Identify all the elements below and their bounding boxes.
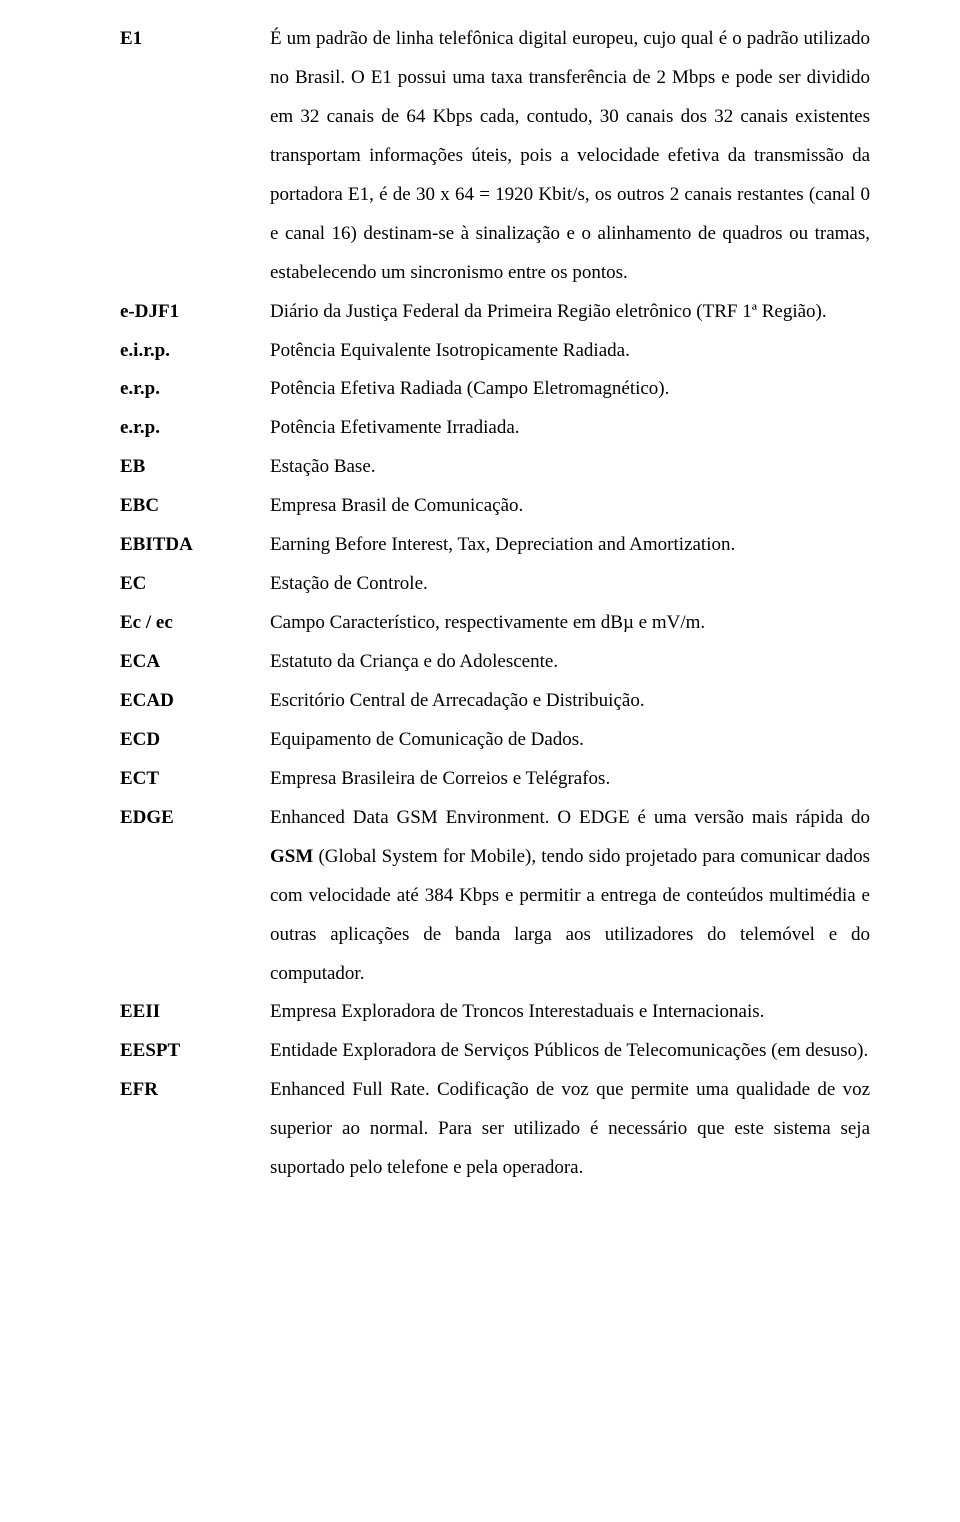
- glossary-definition: Entidade Exploradora de Serviços Público…: [270, 1032, 870, 1071]
- glossary-entry: EBCEmpresa Brasil de Comunicação.: [120, 487, 870, 526]
- glossary-definition: Earning Before Interest, Tax, Depreciati…: [270, 526, 870, 565]
- glossary-entry: e.r.p.Potência Efetiva Radiada (Campo El…: [120, 370, 870, 409]
- glossary-definition: Enhanced Data GSM Environment. O EDGE é …: [270, 799, 870, 994]
- glossary-definition: Empresa Brasileira de Correios e Telégra…: [270, 760, 870, 799]
- glossary-definition: Enhanced Full Rate. Codificação de voz q…: [270, 1071, 870, 1188]
- glossary-term: ECT: [120, 760, 270, 799]
- glossary-entry: ECTEmpresa Brasileira de Correios e Telé…: [120, 760, 870, 799]
- glossary-entry: EBITDAEarning Before Interest, Tax, Depr…: [120, 526, 870, 565]
- glossary-definition: Estatuto da Criança e do Adolescente.: [270, 643, 870, 682]
- glossary-term: ECA: [120, 643, 270, 682]
- glossary-term: EBC: [120, 487, 270, 526]
- glossary-definition: Equipamento de Comunicação de Dados.: [270, 721, 870, 760]
- glossary-term: EBITDA: [120, 526, 270, 565]
- glossary-entry: e.r.p.Potência Efetivamente Irradiada.: [120, 409, 870, 448]
- glossary-entry: EFREnhanced Full Rate. Codificação de vo…: [120, 1071, 870, 1188]
- glossary-term: e.r.p.: [120, 370, 270, 409]
- glossary-term: e.r.p.: [120, 409, 270, 448]
- glossary-entry: EDGEEnhanced Data GSM Environment. O EDG…: [120, 799, 870, 994]
- glossary-term: e-DJF1: [120, 293, 270, 332]
- glossary-entry: ECDEquipamento de Comunicação de Dados.: [120, 721, 870, 760]
- glossary-term: E1: [120, 20, 270, 59]
- glossary-entry: ECEstação de Controle.: [120, 565, 870, 604]
- glossary-definition: Estação de Controle.: [270, 565, 870, 604]
- glossary-definition: Potência Equivalente Isotropicamente Rad…: [270, 332, 870, 371]
- glossary-entry: EEIIEmpresa Exploradora de Troncos Inter…: [120, 993, 870, 1032]
- glossary-definition: Diário da Justiça Federal da Primeira Re…: [270, 293, 870, 332]
- document-page: E1É um padrão de linha telefônica digita…: [0, 0, 960, 1522]
- glossary-entry: EBEstação Base.: [120, 448, 870, 487]
- glossary-term: EEII: [120, 993, 270, 1032]
- glossary-entry: EESPTEntidade Exploradora de Serviços Pú…: [120, 1032, 870, 1071]
- glossary-definition: É um padrão de linha telefônica digital …: [270, 20, 870, 293]
- glossary-definition: Empresa Exploradora de Troncos Interesta…: [270, 993, 870, 1032]
- glossary-entry: E1É um padrão de linha telefônica digita…: [120, 20, 870, 293]
- glossary-term: EDGE: [120, 799, 270, 838]
- glossary-entry: e-DJF1Diário da Justiça Federal da Prime…: [120, 293, 870, 332]
- glossary-entry: ECAEstatuto da Criança e do Adolescente.: [120, 643, 870, 682]
- glossary-definition: Escritório Central de Arrecadação e Dist…: [270, 682, 870, 721]
- glossary-term: Ec / ec: [120, 604, 270, 643]
- glossary-term: EFR: [120, 1071, 270, 1110]
- glossary-term: EC: [120, 565, 270, 604]
- glossary-term: ECAD: [120, 682, 270, 721]
- glossary-definition: Campo Característico, respectivamente em…: [270, 604, 870, 643]
- glossary-definition: Empresa Brasil de Comunicação.: [270, 487, 870, 526]
- glossary-definition: Potência Efetiva Radiada (Campo Eletroma…: [270, 370, 870, 409]
- glossary-term: ECD: [120, 721, 270, 760]
- glossary-term: e.i.r.p.: [120, 332, 270, 371]
- glossary-term: EESPT: [120, 1032, 270, 1071]
- glossary-entry: ECADEscritório Central de Arrecadação e …: [120, 682, 870, 721]
- glossary-definition: Estação Base.: [270, 448, 870, 487]
- glossary-list: E1É um padrão de linha telefônica digita…: [120, 20, 870, 1188]
- glossary-entry: Ec / ecCampo Característico, respectivam…: [120, 604, 870, 643]
- glossary-entry: e.i.r.p.Potência Equivalente Isotropicam…: [120, 332, 870, 371]
- glossary-definition: Potência Efetivamente Irradiada.: [270, 409, 870, 448]
- glossary-term: EB: [120, 448, 270, 487]
